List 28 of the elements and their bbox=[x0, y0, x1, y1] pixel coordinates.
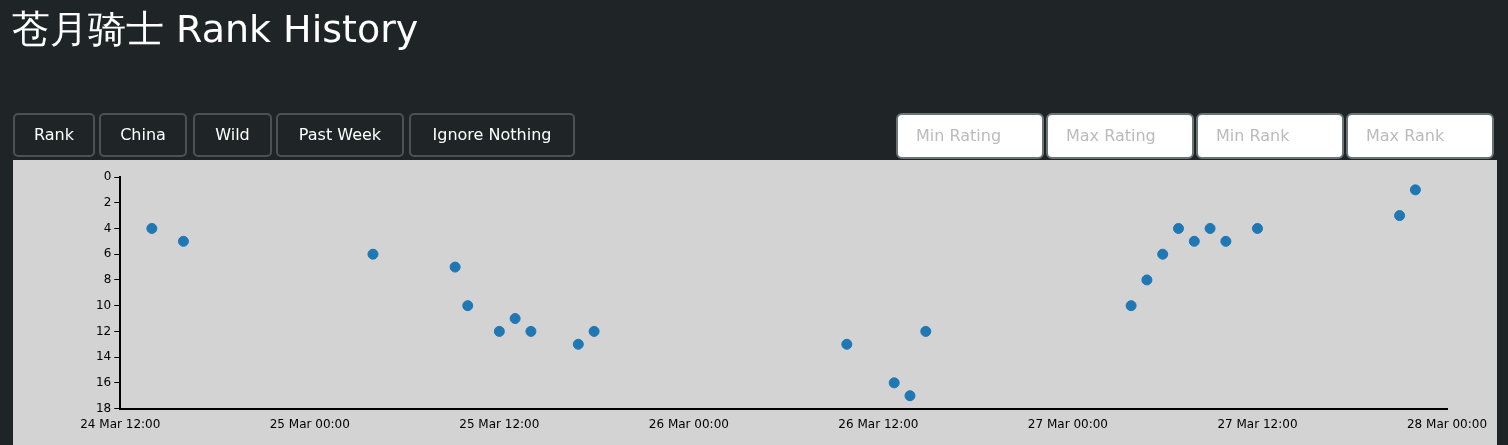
x-tick-label: 25 Mar 00:00 bbox=[269, 416, 350, 431]
x-tick-label: 25 Mar 12:00 bbox=[459, 416, 540, 431]
x-tick-label: 27 Mar 00:00 bbox=[1027, 416, 1108, 431]
y-tick-label: 8 bbox=[103, 272, 112, 287]
filter-button: Past Week bbox=[276, 113, 404, 157]
text-field: Min Rank bbox=[1196, 113, 1344, 159]
y-tick-label: 2 bbox=[103, 194, 112, 209]
text-field: Min Rating bbox=[896, 113, 1044, 159]
y-tick-label: 10 bbox=[95, 297, 112, 312]
filter-button: Wild bbox=[193, 113, 272, 157]
x-tick-label: 24 Mar 12:00 bbox=[80, 416, 161, 431]
filter-button: China bbox=[99, 113, 187, 157]
chart-title: 苍月骑士 Rank History bbox=[12, 6, 419, 53]
x-tick-label: 26 Mar 12:00 bbox=[838, 416, 919, 431]
y-tick-label: 4 bbox=[103, 220, 112, 235]
y-tick-label: 14 bbox=[95, 349, 112, 364]
filter-button: Ignore Nothing bbox=[409, 113, 575, 157]
text-field: Max Rank bbox=[1346, 113, 1494, 159]
y-tick-label: 6 bbox=[103, 246, 112, 261]
y-tick-label: 12 bbox=[95, 323, 112, 338]
filter-button: Rank bbox=[13, 113, 95, 157]
x-tick-label: 27 Mar 12:00 bbox=[1217, 416, 1298, 431]
x-tick-label: 26 Mar 00:00 bbox=[648, 416, 729, 431]
y-tick-label: 0 bbox=[103, 169, 112, 184]
x-tick-label: 28 Mar 00:00 bbox=[1406, 416, 1488, 431]
text-field: Max Rating bbox=[1046, 113, 1194, 159]
y-tick-label: 18 bbox=[95, 400, 112, 415]
y-tick-label: 16 bbox=[95, 374, 112, 389]
